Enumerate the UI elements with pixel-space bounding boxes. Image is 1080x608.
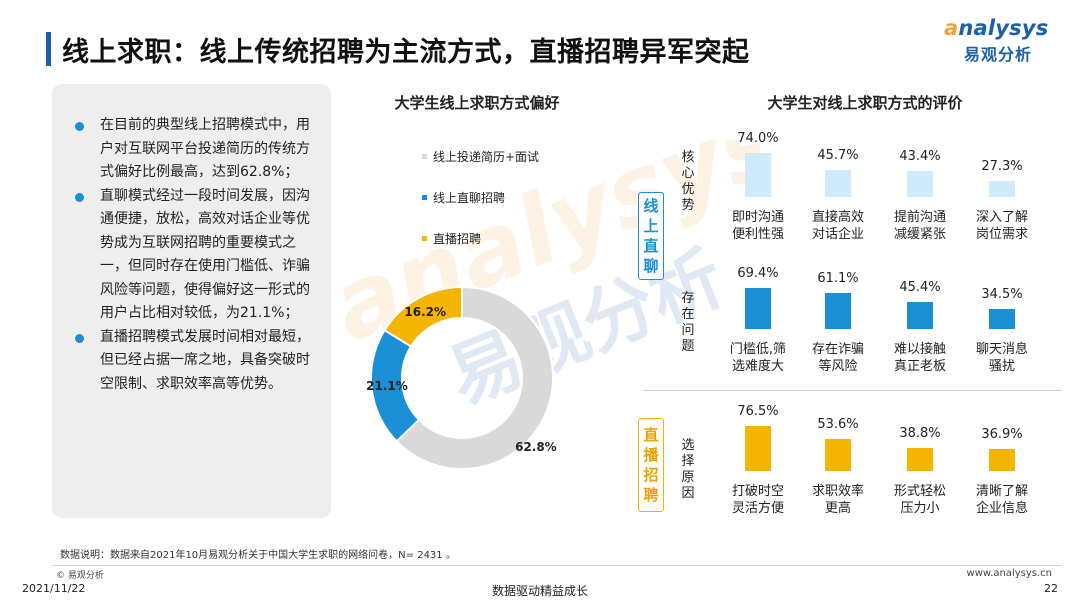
bar <box>989 449 1015 471</box>
bar-value-label: 69.4% <box>737 266 779 282</box>
logo-wordmark: analysys <box>944 16 1049 40</box>
bar-category-label: 聊天消息 骚扰 <box>975 342 1028 374</box>
title-accent-bar <box>46 32 51 66</box>
analysys-logo: analysys 易观分析 <box>944 16 1062 70</box>
bar <box>907 171 933 197</box>
donut-slice <box>395 285 554 470</box>
bar <box>745 425 771 471</box>
legend-swatch <box>422 153 427 159</box>
summary-bullet: 在目前的典型线上招聘模式中，用户对互联网平台投递简历的传统方式偏好比例最高，达到… <box>72 114 317 185</box>
page-number: 22 <box>1044 582 1058 595</box>
bullet-dot-icon <box>75 122 84 131</box>
bullet-text: 在目前的典型线上招聘模式中，用户对互联网平台投递简历的传统方式偏好比例最高，达到… <box>100 117 310 180</box>
legend-swatch <box>422 194 427 200</box>
bar-value-label: 34.5% <box>981 286 1023 302</box>
summary-bullet: 直聊模式经过一段时间发展，因沟通便捷，放松，高效对话企业等优势成为互联网招聘的重… <box>72 185 317 326</box>
donut-slice <box>383 285 463 348</box>
bar <box>745 288 771 329</box>
donut-value-label: 16.2% <box>404 305 446 319</box>
bar-category-label: 提前沟通 减缓紧张 <box>893 210 946 242</box>
donut-value-label: 21.1% <box>366 379 408 393</box>
legend-label: 线上投递简历+面试 <box>433 149 540 164</box>
bar-category-label: 存在诈骗 等风险 <box>811 342 864 374</box>
bar-value-label: 45.4% <box>899 280 941 296</box>
bar-category-label: 即时沟通 便利性强 <box>731 210 784 242</box>
summary-bullet: 直播招聘模式发展时间相对最短，但已经占据一席之地，具备突破时空限制、求职效率高等… <box>72 326 317 397</box>
page-title: 线上求职：线上传统招聘为主流方式，直播招聘异军突起 <box>62 37 750 68</box>
summary-panel: 在目前的典型线上招聘模式中，用户对互联网平台投递简历的传统方式偏好比例最高，达到… <box>52 84 331 518</box>
donut-value-label: 62.8% <box>515 440 557 454</box>
website-link[interactable]: www.analysys.cn <box>966 568 1052 579</box>
row-label-problems: 存在问题 <box>681 291 695 354</box>
bar-value-label: 61.1% <box>817 270 859 286</box>
donut-legend: 线上投递简历+面试 线上直聊招聘 直播招聘 <box>422 146 539 269</box>
donut-chart-title: 大学生线上求职方式偏好 <box>394 94 560 112</box>
bullet-dot-icon <box>75 192 84 202</box>
legend-item: 线上投递简历+面试 <box>422 146 539 166</box>
bar-value-label: 76.5% <box>737 403 779 419</box>
legend-label: 直播招聘 <box>433 231 482 246</box>
method-tag-live-chat: 线上直聊 <box>638 192 664 280</box>
data-note: 数据说明：数据来自2021年10月易观分析关于中国大学生求职的网络问卷，N= 2… <box>60 550 456 561</box>
bar-value-label: 27.3% <box>981 158 1023 174</box>
bar-value-label: 74.0% <box>737 131 779 147</box>
row-label-core-advantages: 核心优势 <box>681 150 695 213</box>
bar-category-label: 形式轻松 压力小 <box>893 484 946 516</box>
footer-divider <box>52 565 1062 566</box>
bar-category-label: 直接高效 对话企业 <box>811 210 864 242</box>
bar-category-label: 难以接触 真正老板 <box>893 342 946 374</box>
bar <box>989 308 1015 329</box>
bar-category-label: 门槛低,筛 选难度大 <box>729 342 787 374</box>
copyright: © 易观分析 <box>56 571 104 581</box>
bar <box>825 439 851 471</box>
bar-category-label: 求职效率 更高 <box>811 484 864 516</box>
legend-label: 线上直聊招聘 <box>433 190 506 205</box>
evaluation-chart-title: 大学生对线上求职方式的评价 <box>767 94 963 112</box>
slogan: 数据驱动精益成长 <box>491 584 588 598</box>
legend-item: 直播招聘 <box>422 228 539 248</box>
bar <box>745 153 771 197</box>
bar <box>825 170 851 197</box>
bullet-dot-icon <box>75 333 84 343</box>
bar <box>825 292 851 329</box>
bar-value-label: 43.4% <box>899 149 941 165</box>
legend-swatch <box>422 235 427 241</box>
bar <box>989 180 1015 197</box>
report-date: 2021/11/22 <box>22 582 86 595</box>
bar-category-label: 打破时空 灵活方便 <box>731 484 784 516</box>
bar-category-label: 深入了解 岗位需求 <box>975 210 1028 242</box>
bullet-text: 直播招聘模式发展时间相对最短，但已经占据一席之地，具备突破时空限制、求职效率高等… <box>100 328 310 392</box>
bar-value-label: 36.9% <box>981 427 1023 443</box>
row-label-reasons: 选择原因 <box>681 438 695 501</box>
bar-value-label: 53.6% <box>817 417 859 433</box>
section-divider <box>644 390 1062 391</box>
donut-chart: 62.8% 21.1% 16.2% <box>366 285 557 470</box>
legend-item: 线上直聊招聘 <box>422 187 539 207</box>
bullet-text: 直聊模式经过一段时间发展，因沟通便捷，放松，高效对话企业等优势成为互联网招聘的重… <box>100 187 310 322</box>
bar-category-label: 清晰了解 企业信息 <box>975 484 1028 516</box>
bar <box>907 302 933 329</box>
bar-value-label: 38.8% <box>899 426 941 442</box>
method-tag-live-stream: 直播招聘 <box>638 418 664 512</box>
bar <box>907 448 933 471</box>
logo-chinese-name: 易观分析 <box>964 45 1033 64</box>
bar-value-label: 45.7% <box>817 148 859 164</box>
